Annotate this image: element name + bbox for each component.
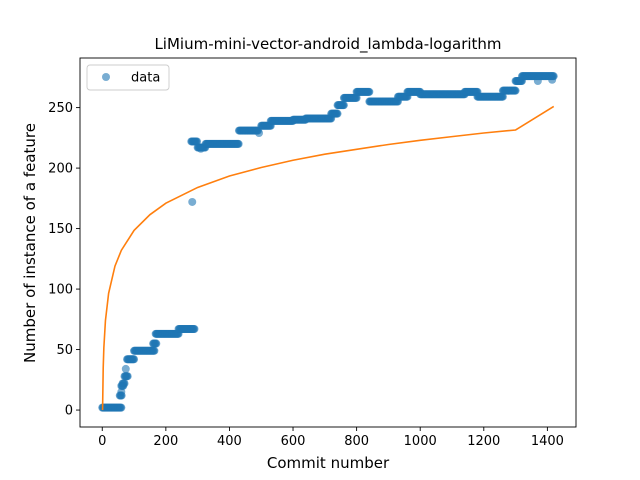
x-axis-label: Commit number [267, 454, 390, 472]
x-tick-label: 600 [281, 434, 306, 449]
y-axis-label: Number of instance of a feature [21, 123, 39, 363]
x-tick-label: 400 [217, 434, 242, 449]
y-tick-label: 100 [48, 283, 73, 298]
fit-line [101, 105, 555, 411]
data-point [234, 139, 243, 148]
data-point [548, 75, 557, 84]
data-point [152, 339, 161, 348]
data-point [533, 76, 542, 85]
y-tick-label: 200 [48, 162, 73, 177]
data-point [130, 355, 139, 364]
x-tick-label: 800 [344, 434, 369, 449]
plot-frame [79, 57, 577, 428]
data-point [120, 379, 129, 388]
data-point [333, 109, 342, 118]
y-tick-label: 50 [56, 343, 73, 358]
legend: data [86, 64, 170, 91]
data-point [188, 197, 197, 206]
y-tick-label: 250 [48, 101, 73, 116]
data-point [193, 137, 202, 146]
data-point [365, 87, 374, 96]
data-point [117, 387, 126, 396]
data-point [255, 129, 264, 138]
y-tick-label: 0 [65, 404, 73, 419]
data-point [511, 86, 520, 95]
axes: 0 200 400 600 800 1000 1200 1400 0 50 100 150 200 250 [48, 57, 577, 449]
data-series [98, 72, 558, 412]
legend-box [86, 64, 170, 91]
data-point [352, 93, 361, 102]
data-point [190, 325, 199, 333]
plot-area [98, 72, 558, 412]
x-tick-label: 1000 [404, 434, 437, 449]
data-point [121, 364, 130, 373]
legend-marker-data [102, 73, 110, 81]
x-tick-label: 0 [98, 434, 106, 449]
y-tick-label: 150 [48, 222, 73, 237]
data-point [196, 144, 205, 153]
chart-title: LiMium-mini-vector-android_lambda-logari… [154, 35, 501, 54]
x-tick-label: 1400 [531, 434, 564, 449]
x-tick-label: 200 [153, 434, 178, 449]
x-tick-label: 1200 [467, 434, 500, 449]
legend-label-data: data [131, 71, 160, 86]
data-point [339, 101, 348, 110]
plot-content [98, 72, 558, 412]
data-point [123, 372, 132, 381]
data-point [117, 403, 126, 412]
data-point [150, 346, 159, 355]
data-point [498, 92, 507, 101]
